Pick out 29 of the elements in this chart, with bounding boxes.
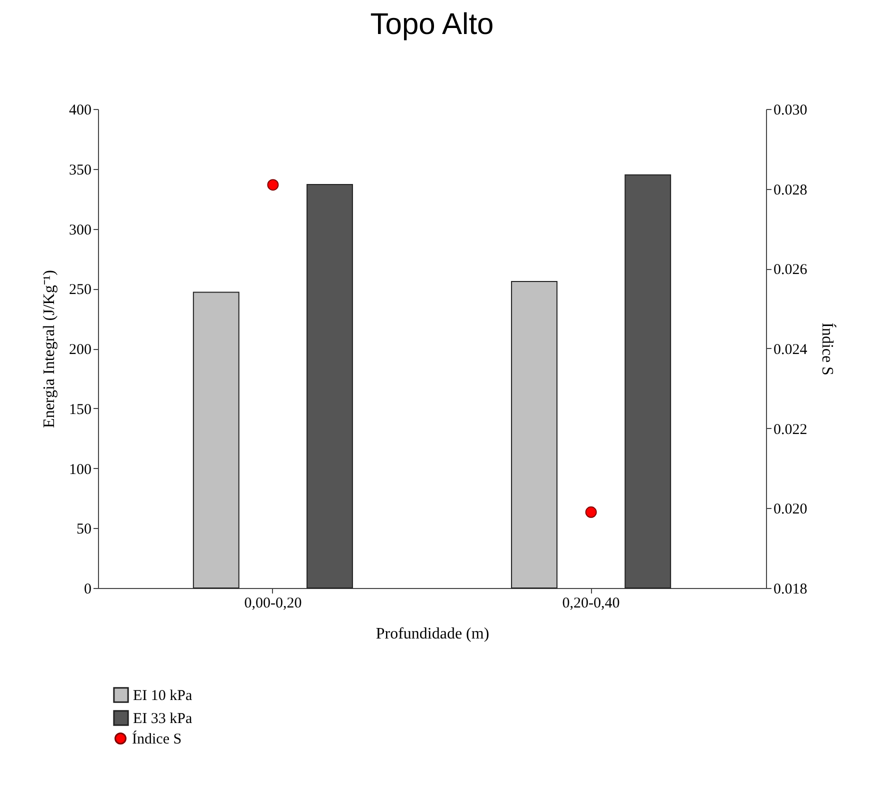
y2-tick-label: 0.022 bbox=[774, 422, 808, 438]
legend-label: Índice S bbox=[132, 730, 182, 748]
y-tick-label: 200 bbox=[69, 342, 92, 358]
y-axis-title: Energia Integral (J/Kg⁻¹) bbox=[41, 270, 58, 428]
x-tick-label: 0,20-0,40 bbox=[562, 596, 620, 612]
y2-tick-label: 0.026 bbox=[774, 262, 808, 278]
y2-tick-label: 0.030 bbox=[774, 102, 808, 118]
x-tick-label: 0,00-0,20 bbox=[244, 596, 302, 612]
y2-tick-label: 0.024 bbox=[774, 342, 808, 358]
y2-tick-label: 0.028 bbox=[774, 182, 808, 198]
x-axis-title: Profundidade (m) bbox=[376, 626, 490, 642]
y-tick-label: 50 bbox=[76, 522, 92, 538]
y-tick-label: 150 bbox=[69, 402, 92, 418]
bar bbox=[192, 292, 240, 588]
y-tick-label: 300 bbox=[69, 222, 92, 238]
y-tick-label: 0 bbox=[84, 582, 92, 598]
bar bbox=[624, 174, 672, 588]
y-tick-label: 250 bbox=[69, 282, 92, 298]
y2-tick-label: 0.018 bbox=[774, 582, 808, 598]
y-tick-label: 100 bbox=[69, 462, 92, 478]
bar bbox=[306, 184, 353, 588]
chart-title: Topo Alto bbox=[370, 8, 494, 41]
y-tick-label: 350 bbox=[69, 162, 92, 178]
y2-axis-title: Índice S bbox=[818, 322, 836, 376]
y-tick-label: 400 bbox=[69, 102, 92, 118]
y2-tick-label: 0.020 bbox=[774, 502, 808, 518]
legend-label: EI 33 kPa bbox=[133, 711, 192, 727]
bar bbox=[511, 280, 558, 588]
legend-label: EI 10 kPa bbox=[133, 688, 192, 704]
